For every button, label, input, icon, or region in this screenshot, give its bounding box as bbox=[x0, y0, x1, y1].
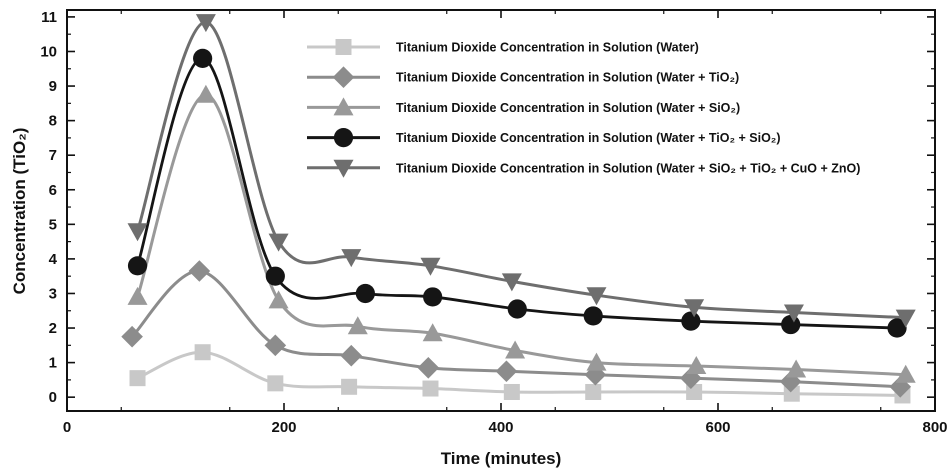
data-point-series-1 bbox=[783, 385, 800, 402]
data-point-series-1 bbox=[129, 370, 146, 387]
data-point-series-2 bbox=[264, 334, 287, 357]
series-line-2 bbox=[131, 269, 901, 389]
legend-marker bbox=[333, 97, 354, 116]
series-line-1 bbox=[136, 350, 903, 397]
data-point-series-2 bbox=[495, 360, 518, 383]
data-point-series-5 bbox=[127, 223, 148, 242]
legend-label: Titanium Dioxide Concentration in Soluti… bbox=[396, 101, 740, 115]
data-point-series-5 bbox=[501, 273, 522, 292]
data-point-series-2 bbox=[121, 325, 143, 348]
y-tick-label: 6 bbox=[49, 182, 57, 199]
data-point-series-3 bbox=[895, 364, 916, 383]
y-tick-label: 3 bbox=[49, 285, 57, 302]
data-point-series-2 bbox=[417, 356, 440, 379]
data-point-series-5 bbox=[586, 287, 607, 306]
x-tick-label: 200 bbox=[271, 419, 296, 436]
x-tick-label: 400 bbox=[488, 419, 513, 436]
data-point-series-4 bbox=[887, 318, 907, 338]
legend-label: Titanium Dioxide Concentration in Soluti… bbox=[396, 71, 739, 85]
data-point-series-1 bbox=[341, 378, 358, 395]
legend-marker bbox=[335, 39, 352, 55]
y-tick-label: 1 bbox=[49, 355, 57, 372]
legend-label: Titanium Dioxide Concentration in Soluti… bbox=[396, 161, 860, 175]
data-point-series-3 bbox=[786, 359, 807, 378]
data-point-series-5 bbox=[195, 14, 216, 33]
y-tick-label: 5 bbox=[49, 216, 57, 233]
data-point-series-4 bbox=[423, 287, 443, 307]
legend: Titanium Dioxide Concentration in Soluti… bbox=[307, 39, 860, 178]
data-point-series-1 bbox=[194, 344, 211, 361]
data-point-series-5 bbox=[341, 249, 362, 268]
data-point-series-1 bbox=[585, 383, 602, 400]
data-point-series-1 bbox=[422, 380, 439, 397]
y-tick-label: 4 bbox=[49, 251, 58, 268]
y-tick-label: 7 bbox=[49, 147, 57, 164]
x-tick-label: 600 bbox=[705, 419, 730, 436]
legend-marker bbox=[332, 66, 355, 88]
data-point-series-3 bbox=[268, 290, 289, 309]
data-point-series-4 bbox=[507, 299, 527, 319]
legend-label: Titanium Dioxide Concentration in Soluti… bbox=[396, 131, 781, 145]
data-point-series-1 bbox=[503, 383, 520, 400]
legend-marker bbox=[333, 128, 354, 148]
data-point-series-5 bbox=[783, 304, 804, 323]
y-tick-label: 11 bbox=[41, 9, 57, 26]
x-tick-label: 0 bbox=[63, 419, 71, 436]
y-tick-label: 2 bbox=[49, 320, 57, 337]
x-axis-title: Time (minutes) bbox=[441, 449, 562, 468]
data-point-series-4 bbox=[265, 266, 285, 286]
data-point-series-3 bbox=[422, 323, 443, 342]
data-point-series-4 bbox=[193, 48, 213, 68]
data-point-series-3 bbox=[347, 316, 368, 335]
data-point-series-2 bbox=[680, 367, 702, 389]
data-point-series-3 bbox=[195, 84, 216, 103]
data-point-series-3 bbox=[505, 340, 526, 359]
data-point-series-3 bbox=[127, 286, 148, 305]
data-point-series-4 bbox=[781, 314, 801, 335]
data-point-series-3 bbox=[586, 352, 607, 371]
legend-label: Titanium Dioxide Concentration in Soluti… bbox=[396, 41, 699, 55]
data-point-series-5 bbox=[420, 257, 441, 276]
x-tick-label: 800 bbox=[922, 419, 947, 436]
y-axis-title: Concentration (TiO₂) bbox=[10, 128, 29, 295]
data-point-series-3 bbox=[686, 356, 707, 375]
data-point-series-4 bbox=[127, 256, 148, 276]
data-point-series-1 bbox=[267, 375, 284, 392]
data-point-series-4 bbox=[355, 283, 375, 304]
data-point-series-5 bbox=[684, 299, 705, 318]
data-point-series-4 bbox=[583, 306, 603, 326]
y-tick-label: 9 bbox=[49, 78, 57, 95]
data-point-series-2 bbox=[188, 260, 211, 282]
y-tick-label: 8 bbox=[49, 113, 57, 130]
data-point-series-5 bbox=[895, 309, 916, 328]
legend-marker bbox=[333, 159, 354, 178]
y-tick-label: 10 bbox=[40, 43, 57, 60]
data-point-series-4 bbox=[681, 311, 701, 331]
y-tick-label: 0 bbox=[49, 389, 57, 406]
data-point-series-2 bbox=[340, 344, 363, 367]
data-point-series-5 bbox=[268, 233, 289, 252]
